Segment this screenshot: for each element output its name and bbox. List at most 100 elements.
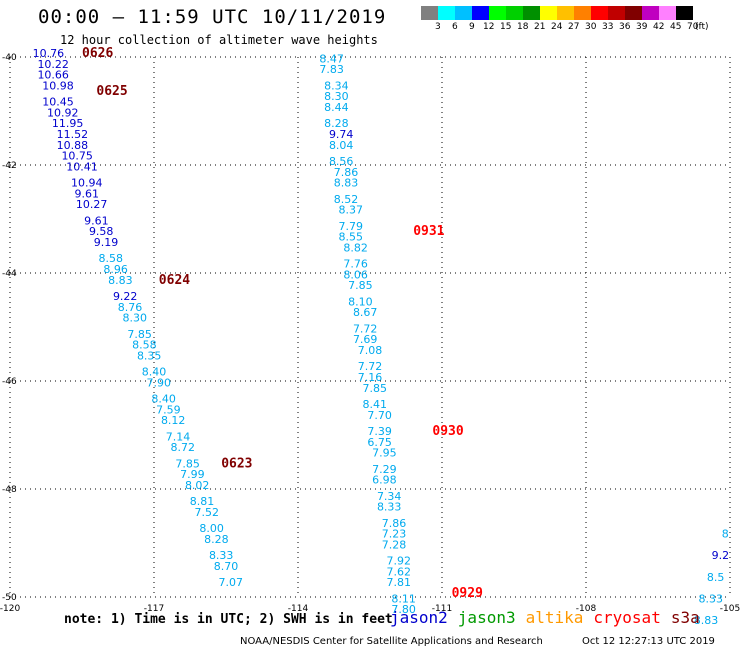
wave-height-point: 7.34: [377, 490, 402, 503]
wave-height-point: 7.07: [219, 576, 244, 589]
colorbar-swatch: [455, 6, 472, 20]
colorbar-label: 9: [469, 22, 475, 32]
wave-height-point: 10.41: [66, 160, 98, 173]
wave-height-point: 8.11: [391, 592, 416, 605]
wave-height-point: 7.85: [363, 382, 388, 395]
page-subtitle: 12 hour collection of altimeter wave hei…: [60, 33, 378, 47]
wave-height-point: 9.19: [94, 236, 119, 249]
time-label: 0929: [452, 586, 483, 601]
wave-height-point: 8.30: [324, 90, 349, 103]
wave-height-point: 7.80: [391, 603, 416, 616]
wave-height-point: 7.90: [147, 376, 172, 389]
x-tick-label: -108: [576, 604, 597, 614]
wave-height-point: 8.70: [214, 560, 239, 573]
y-tick-label: -48: [2, 485, 17, 495]
colorbar-swatch: [608, 6, 625, 20]
wave-height-point: 8.58: [132, 339, 157, 352]
x-tick-label: -105: [720, 604, 740, 614]
colorbar-label: 3: [435, 22, 441, 32]
y-tick-label: -50: [2, 593, 17, 603]
wave-height-point: 8.44: [324, 101, 349, 114]
colorbar-label: 15: [500, 22, 512, 32]
wave-height-point: 7.86: [334, 166, 359, 179]
wave-height-point: 8.02: [185, 479, 210, 492]
y-tick-label: -46: [2, 377, 17, 387]
wave-height-point: 8.47: [319, 52, 344, 65]
x-tick-label: -120: [0, 604, 20, 614]
wave-height-point: 7.81: [387, 576, 412, 589]
wave-height-point: 7.72: [358, 360, 383, 373]
footer-timestamp: Oct 12 12:27:13 UTC 2019: [582, 636, 715, 647]
colorbar-swatch: [625, 6, 642, 20]
wave-height-point: 9.61: [84, 214, 109, 227]
wave-height-point: 9.58: [89, 225, 114, 238]
wave-height-point: 7.85: [348, 279, 373, 292]
wave-height-point: 7.92: [387, 555, 412, 568]
wave-height-point: 7.62: [387, 565, 412, 578]
satellite-legend: jason2 jason3 altika cryosat s3a: [390, 608, 710, 627]
wave-height-point: 7.85: [175, 457, 200, 470]
colorbar-label: 27: [568, 22, 580, 32]
footer-credit: NOAA/NESDIS Center for Satellite Applica…: [240, 636, 543, 647]
wave-height-point: 7.69: [353, 333, 378, 346]
wave-height-point: 7.70: [367, 409, 392, 422]
wave-height-point: 10.88: [57, 139, 89, 152]
colorbar-label: 36: [619, 22, 631, 32]
wave-height-point: 8.82: [343, 241, 368, 254]
wave-height-point: 8.83: [694, 614, 719, 627]
satellite-legend-altika: altika: [525, 608, 584, 627]
colorbar-swatch: [421, 6, 438, 20]
wave-height-point: 6.75: [367, 436, 392, 449]
wave-height-point: 8.40: [151, 393, 176, 406]
colorbar-label: 12: [483, 22, 495, 32]
wave-height-point: 7.16: [358, 371, 383, 384]
colorbar-swatch: [523, 6, 540, 20]
colorbar-swatch: [591, 6, 608, 20]
colorbar-label: 70: [687, 22, 699, 32]
wave-height-point: 8.40: [142, 366, 167, 379]
colorbar-swatch: [574, 6, 591, 20]
wave-height-point: 8.28: [204, 533, 229, 546]
colorbar-label: 45: [670, 22, 682, 32]
wave-height-point: 10.75: [61, 150, 93, 163]
wave-height-point: 8.33: [699, 592, 724, 605]
wave-height-point: 7.23: [382, 528, 407, 541]
wave-height-point: 7.76: [343, 258, 368, 271]
colorbar-swatch: [506, 6, 523, 20]
wave-height-point: 7.28: [382, 538, 407, 551]
wave-height-point: 7.14: [166, 430, 191, 443]
x-tick-label: -114: [288, 604, 309, 614]
wave-height-point: 7.59: [156, 403, 181, 416]
wave-height-point: 8.5: [707, 571, 725, 584]
wave-height-point: 7.85: [127, 328, 152, 341]
colorbar-label: 24: [551, 22, 563, 32]
colorbar-label: 6: [452, 22, 458, 32]
wave-height-point: 10.98: [42, 79, 74, 92]
wave-height-point: 8: [722, 528, 729, 541]
wave-height-point: 9.61: [75, 187, 100, 200]
wave-height-point: 8.33: [377, 501, 402, 514]
wave-height-point: 10.94: [71, 177, 103, 190]
time-label: 0930: [432, 424, 463, 439]
wave-height-point: 8.41: [363, 398, 388, 411]
satellite-legend-jason3: jason3: [457, 608, 516, 627]
wave-height-point: 10.66: [37, 69, 69, 82]
wave-height-point: 8.35: [137, 349, 162, 362]
wave-height-point: 7.52: [195, 506, 220, 519]
colorbar-swatch: [472, 6, 489, 20]
wave-height-point: 7.86: [382, 517, 407, 530]
wave-height-point: 8.06: [343, 268, 368, 281]
footer-note: note: 1) Time is in UTC; 2) SWH is in fe…: [64, 612, 393, 627]
wave-height-point: 8.56: [329, 155, 354, 168]
page-title: 00:00 – 11:59 UTC 10/11/2019: [38, 6, 387, 28]
wave-height-point: 8.12: [161, 414, 186, 427]
wave-height-point: 11.95: [52, 117, 84, 130]
wave-height-point: 10.76: [33, 47, 65, 60]
wave-height-point: 10.27: [76, 198, 108, 211]
satellite-legend-cryosat: cryosat: [593, 608, 661, 627]
colorbar-swatch: [489, 6, 506, 20]
wave-height-point: 11.52: [57, 128, 89, 141]
wave-height-point: 8.81: [190, 495, 215, 508]
wave-height-point: 10.92: [47, 106, 79, 119]
wave-height-point: 8.96: [103, 263, 128, 276]
